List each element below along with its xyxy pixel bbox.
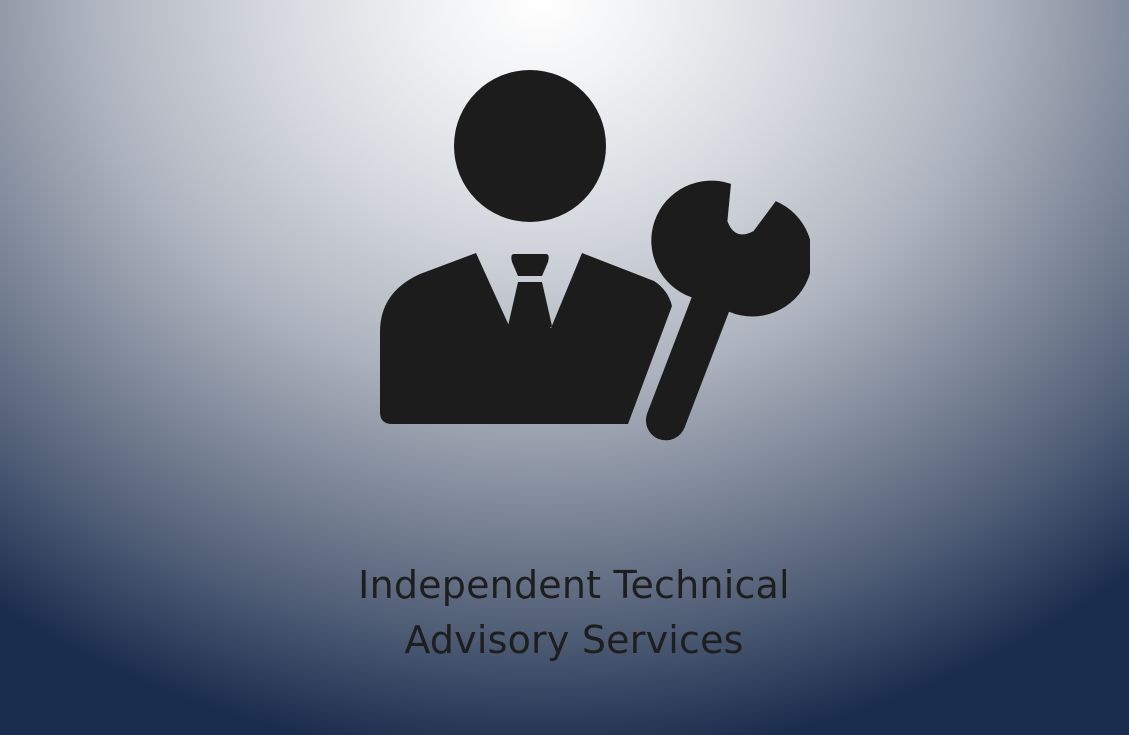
wrench-icon: [645, 180, 810, 441]
person-head-icon: [454, 70, 606, 222]
service-title: Independent Technical Advisory Services: [214, 558, 934, 668]
service-title-line-1: Independent Technical: [358, 563, 790, 607]
necktie-knot-icon: [511, 254, 549, 276]
technical-advisor-icon: [370, 55, 810, 475]
necktie-icon: [508, 282, 552, 346]
service-title-line-2: Advisory Services: [404, 618, 744, 662]
